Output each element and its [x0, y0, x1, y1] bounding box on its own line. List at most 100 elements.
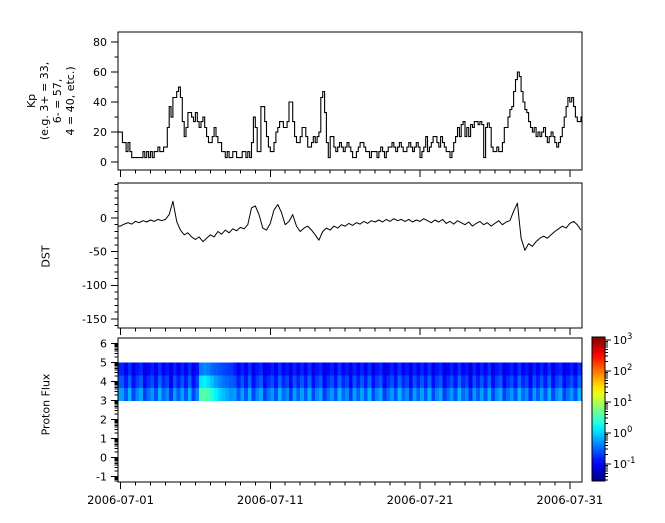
proton-spectrogram-cell: [210, 375, 215, 389]
proton-spectrogram-cell: [509, 387, 515, 401]
proton-spectrogram-cell: [322, 387, 327, 401]
proton-spectrogram-cell: [240, 375, 245, 389]
proton-spectrogram-cell: [461, 387, 466, 401]
proton-spectrogram-cell: [468, 375, 473, 389]
proton-spectrogram-cell: [322, 375, 327, 389]
proton-spectrogram-cell: [255, 375, 260, 389]
proton-spectrogram-cell: [446, 387, 451, 401]
proton-spectrogram-cell: [217, 375, 223, 389]
proton-spectrogram-cell: [412, 387, 417, 401]
colorbar-tick-label: 101: [613, 394, 632, 409]
proton-spectrogram-cell: [416, 375, 421, 389]
proton-spectrogram-cell: [435, 362, 440, 376]
proton-spectrogram-cell: [247, 362, 252, 376]
proton-spectrogram-cell: [229, 375, 234, 389]
proton-spectrogram-cell: [378, 387, 384, 401]
proton-spectrogram-cell: [405, 375, 410, 389]
proton-spectrogram-cell: [225, 375, 230, 389]
proton-spectrogram-cell: [453, 375, 458, 389]
proton-spectrogram-cell: [146, 387, 151, 401]
proton-spectrogram-cell: [345, 362, 350, 376]
proton-spectrogram-cell: [453, 387, 458, 401]
x-date-label: 2006-07-01: [87, 493, 154, 507]
proton-spectrogram-cell: [124, 387, 129, 401]
proton-spectrogram-cell: [464, 387, 470, 401]
proton-spectrogram-cell: [566, 387, 571, 401]
proton-spectrogram-cell: [244, 362, 249, 376]
proton-spectrogram-cell: [157, 375, 163, 389]
proton-spectrogram-cell: [513, 387, 518, 401]
proton-spectrogram-cell: [360, 375, 365, 389]
proton-spectrogram-cell: [236, 362, 241, 376]
proton-spectrogram-cell: [330, 387, 335, 401]
kp-panel-border: [117, 31, 583, 171]
proton-spectrogram-cell: [543, 362, 548, 376]
proton-spectrogram-cell: [524, 387, 530, 401]
proton-spectrogram-cell: [337, 387, 342, 401]
proton-spectrogram-cell: [547, 375, 552, 389]
proton-spectrogram-cell: [217, 362, 223, 376]
proton-spectrogram-cell: [318, 387, 324, 401]
proton-spectrogram-cell: [363, 387, 369, 401]
proton-spectrogram-cell: [348, 387, 354, 401]
proton-spectrogram-cell: [274, 387, 279, 401]
proton-spectrogram-cell: [307, 362, 312, 376]
proton-spectrogram-cell: [356, 362, 361, 376]
proton-spectrogram-cell: [210, 362, 215, 376]
proton-spectrogram-cell: [127, 362, 133, 376]
proton-spectrogram-cell: [363, 375, 369, 389]
proton-spectrogram-cell: [348, 362, 354, 376]
proton-spectrogram-cell: [491, 375, 496, 389]
proton-spectrogram-cell: [401, 375, 406, 389]
proton-spectrogram-cell: [506, 387, 511, 401]
proton-spectrogram-cell: [303, 375, 309, 389]
proton-spectrogram-cell: [146, 362, 151, 376]
proton-spectrogram-cell: [476, 387, 481, 401]
dst-panel-border: [117, 182, 583, 329]
proton-spectrogram-cell: [442, 387, 447, 401]
proton-spectrogram-cell: [360, 387, 365, 401]
proton-spectrogram-cell: [202, 387, 208, 401]
proton-spectrogram-cell: [423, 387, 428, 401]
proton-spectrogram-cell: [442, 362, 447, 376]
proton-spectrogram-cell: [577, 375, 582, 389]
proton-spectrogram-cell: [165, 362, 170, 376]
proton-spectrogram-cell: [551, 375, 556, 389]
proton-spectrogram-cell: [431, 362, 436, 376]
proton-spectrogram-cell: [172, 375, 178, 389]
proton-spectrogram-cell: [281, 387, 286, 401]
proton-spectrogram-cell: [393, 375, 399, 389]
proton-spectrogram-cell: [247, 387, 252, 401]
proton-spectrogram-cell: [210, 387, 215, 401]
proton-spectrogram-cell: [536, 387, 541, 401]
kp-y-tick-label: 80: [93, 36, 107, 49]
proton-spectrogram-cell: [150, 375, 155, 389]
proton-spectrogram-cell: [412, 362, 417, 376]
proton-spectrogram-cell: [491, 362, 496, 376]
proton-spectrogram-cell: [345, 387, 350, 401]
proton-spectrogram-cell: [442, 375, 447, 389]
proton-y-tick-label: 2: [100, 414, 107, 427]
proton-spectrogram-cell: [506, 375, 511, 389]
proton-spectrogram-cell: [131, 375, 136, 389]
proton-spectrogram-cell: [375, 375, 380, 389]
proton-spectrogram-cell: [547, 362, 552, 376]
kp-y-tick-label: 40: [93, 96, 107, 109]
proton-spectrogram-cell: [262, 362, 267, 376]
proton-spectrogram-cell: [202, 375, 208, 389]
proton-spectrogram-cell: [118, 387, 125, 401]
proton-spectrogram-cell: [139, 387, 144, 401]
proton-spectrogram-cell: [311, 375, 316, 389]
proton-spectrogram-cell: [322, 362, 327, 376]
proton-spectrogram-cell: [487, 375, 492, 389]
proton-spectrogram-cell: [255, 362, 260, 376]
proton-spectrogram-cell: [386, 375, 391, 389]
proton-spectrogram-cell: [266, 387, 271, 401]
proton-spectrogram-cell: [532, 387, 537, 401]
proton-spectrogram-cell: [176, 375, 181, 389]
proton-spectrogram-cell: [244, 387, 249, 401]
proton-spectrogram-cell: [464, 362, 470, 376]
proton-spectrogram-cell: [277, 387, 282, 401]
proton-spectrogram-cell: [487, 387, 492, 401]
